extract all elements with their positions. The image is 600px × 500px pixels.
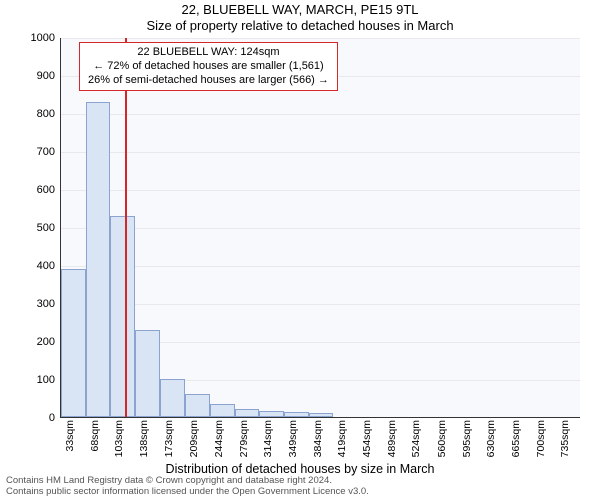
y-tick-label: 800 [37, 108, 55, 120]
x-tick-label: 279sqm [238, 420, 250, 457]
y-tick-label: 1000 [31, 32, 55, 44]
gridline [61, 266, 580, 267]
gridline [61, 38, 580, 39]
x-tick-labels: 33sqm 68sqm 103sqm 138sqm 173sqm 209sqm 244sqm… [60, 418, 580, 468]
callout-line-3: 26% of semi-detached houses are larger (… [88, 74, 329, 88]
x-axis-label: Distribution of detached houses by size … [0, 462, 600, 476]
x-tick-label: 33sqm [64, 420, 76, 452]
y-tick-labels: 01002003004005006007008009001000 [0, 38, 58, 418]
x-tick-label: 454sqm [361, 420, 373, 457]
x-tick-label: 595sqm [461, 420, 473, 457]
attribution-footer: Contains HM Land Registry data © Crown c… [6, 476, 369, 497]
x-tick-label: 68sqm [89, 420, 101, 452]
gridline [61, 152, 580, 153]
y-tick-label: 0 [49, 412, 55, 424]
x-tick-label: 560sqm [436, 420, 448, 457]
plot-area: 22 BLUEBELL WAY: 124sqm← 72% of detached… [60, 38, 580, 418]
y-tick-label: 100 [37, 374, 55, 386]
gridline [61, 114, 580, 115]
callout-line-1: 22 BLUEBELL WAY: 124sqm [88, 46, 329, 60]
x-tick-label: 524sqm [410, 420, 422, 457]
x-tick-label: 349sqm [287, 420, 299, 457]
histogram-bar [135, 330, 160, 417]
y-tick-label: 700 [37, 146, 55, 158]
histogram-bar [235, 409, 260, 417]
x-tick-label: 489sqm [386, 420, 398, 457]
figure: 22, BLUEBELL WAY, MARCH, PE15 9TL Size o… [0, 0, 600, 500]
histogram-bar [61, 269, 86, 417]
histogram-bar [210, 404, 235, 417]
x-tick-label: 630sqm [485, 420, 497, 457]
y-tick-label: 500 [37, 222, 55, 234]
histogram-bar [259, 411, 284, 417]
x-tick-label: 384sqm [312, 420, 324, 457]
property-marker-line [125, 38, 127, 417]
x-tick-label: 419sqm [336, 420, 348, 457]
x-tick-label: 735sqm [559, 420, 571, 457]
y-tick-label: 900 [37, 70, 55, 82]
y-tick-label: 300 [37, 298, 55, 310]
x-tick-label: 138sqm [138, 420, 150, 457]
y-tick-label: 400 [37, 260, 55, 272]
x-tick-label: 103sqm [113, 420, 125, 457]
histogram-bar [160, 379, 185, 417]
x-tick-label: 700sqm [535, 420, 547, 457]
histogram-bar [86, 102, 111, 417]
gridline [61, 228, 580, 229]
y-tick-label: 600 [37, 184, 55, 196]
callout-line-2: ← 72% of detached houses are smaller (1,… [88, 60, 329, 74]
histogram-bar [185, 394, 210, 417]
histogram-bar [309, 413, 334, 417]
gridline [61, 304, 580, 305]
histogram-bar [110, 216, 135, 417]
x-tick-label: 244sqm [213, 420, 225, 457]
x-tick-label: 173sqm [163, 420, 175, 457]
x-tick-label: 665sqm [510, 420, 522, 457]
footer-line-1: Contains HM Land Registry data © Crown c… [6, 476, 369, 486]
chart-subtitle: Size of property relative to detached ho… [0, 18, 600, 33]
histogram-bar [284, 412, 309, 417]
y-tick-label: 200 [37, 336, 55, 348]
chart-title-address: 22, BLUEBELL WAY, MARCH, PE15 9TL [0, 2, 600, 17]
x-tick-label: 314sqm [262, 420, 274, 457]
gridline [61, 190, 580, 191]
property-callout: 22 BLUEBELL WAY: 124sqm← 72% of detached… [79, 42, 338, 91]
x-tick-label: 209sqm [188, 420, 200, 457]
footer-line-2: Contains public sector information licen… [6, 487, 369, 497]
